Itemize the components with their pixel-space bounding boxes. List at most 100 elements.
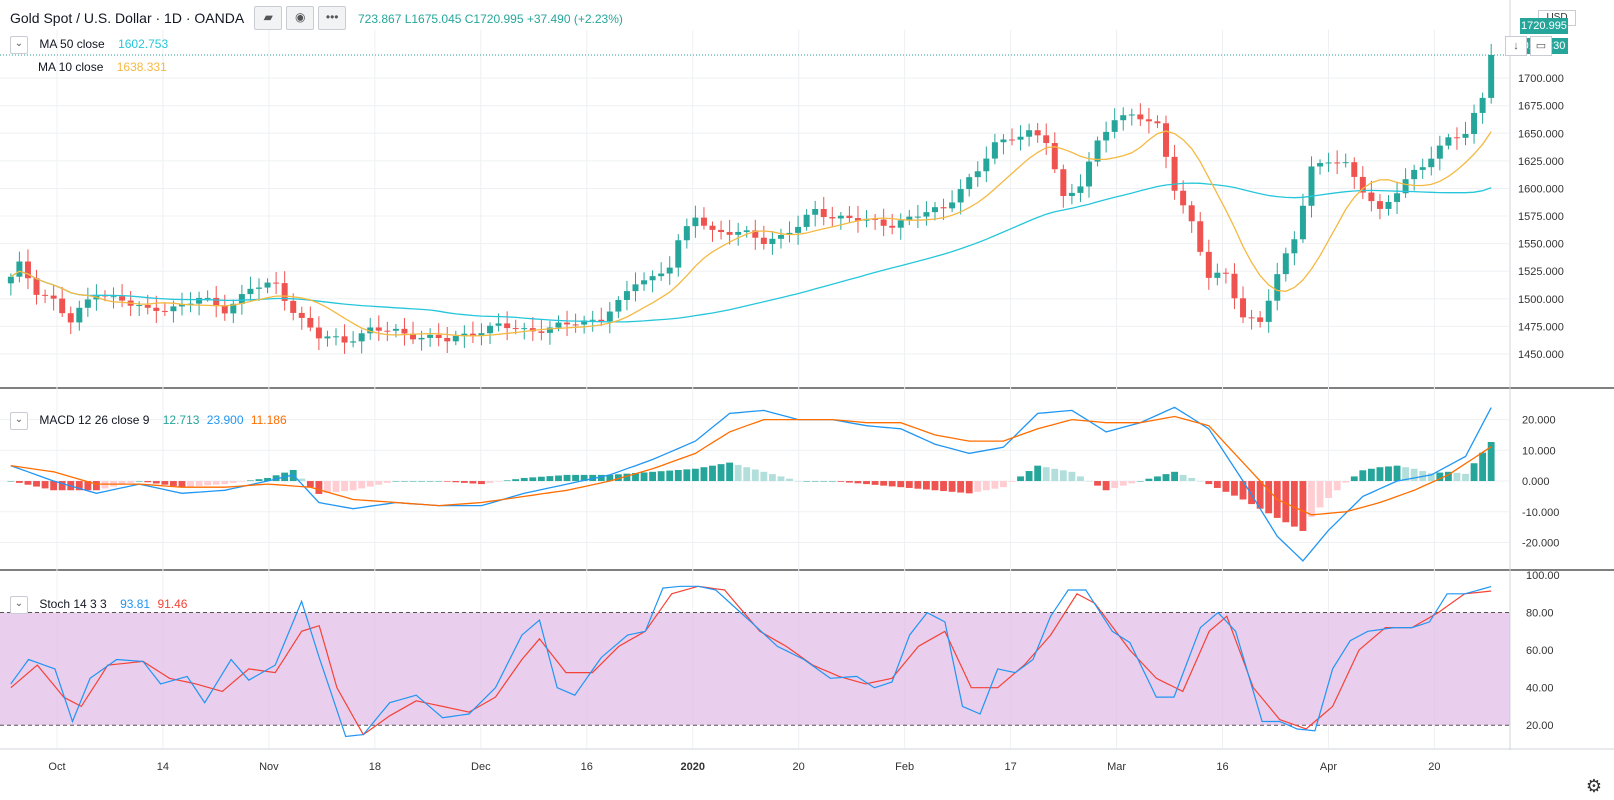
price-tick-label: 1500.000 [1518,294,1564,306]
macd-histogram-bar [41,481,49,489]
candle-body [469,333,476,336]
macd-legend: ⌄ MACD 12 26 close 9 12.713 23.900 11.18… [10,412,287,430]
macd-histogram-bar [1462,473,1469,482]
candle-body [281,283,288,301]
candle-body [1299,205,1306,240]
macd-pane[interactable] [7,406,1495,562]
macd-histogram-bar [580,474,588,482]
candle-body [1445,137,1452,146]
macd-histogram-bar [734,464,742,482]
macd-histogram-bar [674,469,682,482]
symbol-title[interactable]: Gold Spot / U.S. Dollar · 1D · OANDA [10,10,245,26]
time-tick-label: 2020 [680,761,704,773]
macd-histogram-bar [1231,481,1238,496]
candle-body [247,288,254,295]
macd-histogram-bar [923,481,930,490]
macd-histogram-bar [1000,481,1007,488]
candle-body [1188,205,1195,222]
macd-histogram-bar [666,470,674,482]
time-tick-label: 14 [157,761,169,773]
price-axis[interactable]: 1450.000 1475.000 1500.000 1525.000 1550.000… [1518,73,1564,732]
macd-histogram-bar [1222,481,1230,492]
macd-histogram-bar [204,481,212,486]
time-tick-label: Feb [895,761,914,773]
candle-body [350,341,357,343]
candle-body [59,298,66,314]
eye-icon[interactable]: ◉ [286,6,315,30]
macd-tick-label: -10.000 [1522,507,1559,519]
symbol-header: Gold Spot / U.S. Dollar · 1D · OANDA ▰ ◉… [0,6,347,30]
macd-histogram-bar [751,469,759,482]
candle-body [487,325,494,334]
candle-body [1120,115,1127,121]
time-axis[interactable]: Oct 14 Nov 18 Dec 16 2020 20 Feb 17 Mar 16 Apr 20 [48,761,1440,773]
price-pane[interactable] [0,43,1510,354]
macd-histogram-bar [871,481,879,485]
candle-body [906,216,913,221]
candle-body [1017,136,1024,140]
macd-histogram-bar [640,472,648,482]
macd-histogram-bar [24,481,32,485]
candle-body [1325,162,1332,164]
candle-body [538,331,545,333]
candle-body [897,220,904,228]
macd-histogram-bar [306,481,314,488]
candle-body [1334,162,1341,164]
candle-body [803,214,810,227]
candle-body [1086,161,1092,187]
stoch-legend: ⌄ Stoch 14 3 3 93.81 91.46 [10,596,187,614]
macd-histogram-bar [794,481,802,482]
gear-icon[interactable]: ⚙ [1585,776,1602,796]
candle-body [837,215,844,219]
arrow-down-icon[interactable]: ↓ [1505,36,1527,56]
macd-histogram-bar [991,481,999,489]
macd-histogram-bar [1239,481,1247,500]
candle-body [786,232,793,236]
macd-histogram-bar [221,481,229,485]
candle-body [1368,192,1375,202]
candle-body [204,297,211,299]
macd-line [10,406,1492,562]
macd-histogram-bar [914,481,922,489]
macd-histogram-bar [212,481,220,485]
macd-histogram-bar [1205,481,1213,485]
stoch-pane[interactable] [0,585,1510,738]
candle-body [1385,201,1392,209]
candle-body [367,327,374,334]
price-tick-label: 1475.000 [1518,321,1564,333]
candle-body [606,311,613,322]
stoch-k-value: 93.81 [120,597,151,612]
candle-body [589,319,596,321]
macd-histogram-bar [349,481,357,491]
macd-histogram-bar [820,481,828,482]
candle-body [401,328,408,334]
candle-body [1479,97,1486,113]
macd-histogram-bar [161,481,169,485]
more-icon[interactable]: ••• [318,6,347,30]
expand-icon[interactable]: ▭ [1530,36,1552,56]
candle-body [974,171,981,178]
chevron-down-icon[interactable]: ⌄ [10,36,28,54]
candle-body [735,231,742,235]
macd-histogram-bar [1196,481,1204,482]
candle-body [666,267,673,274]
macd-histogram-bar [503,480,511,482]
time-tick-label: 16 [581,761,593,773]
flag-icon[interactable]: ▰ [254,6,283,30]
macd-histogram-bar [152,481,160,484]
macd-histogram-bar [1111,481,1119,488]
candle-body [478,333,485,336]
price-tick-label: 1600.000 [1518,183,1564,195]
candle-body [1351,162,1358,177]
macd-histogram-bar [1213,481,1221,488]
macd-histogram-bar [709,465,716,482]
candle-body [846,215,853,219]
chevron-down-icon[interactable]: ⌄ [10,596,28,614]
candle-body [213,297,220,306]
candle-body [324,336,331,339]
stoch-d-value: 91.46 [157,597,188,612]
chevron-down-icon[interactable]: ⌄ [10,412,28,430]
candle-body [1103,131,1110,141]
candle-body [692,217,699,227]
